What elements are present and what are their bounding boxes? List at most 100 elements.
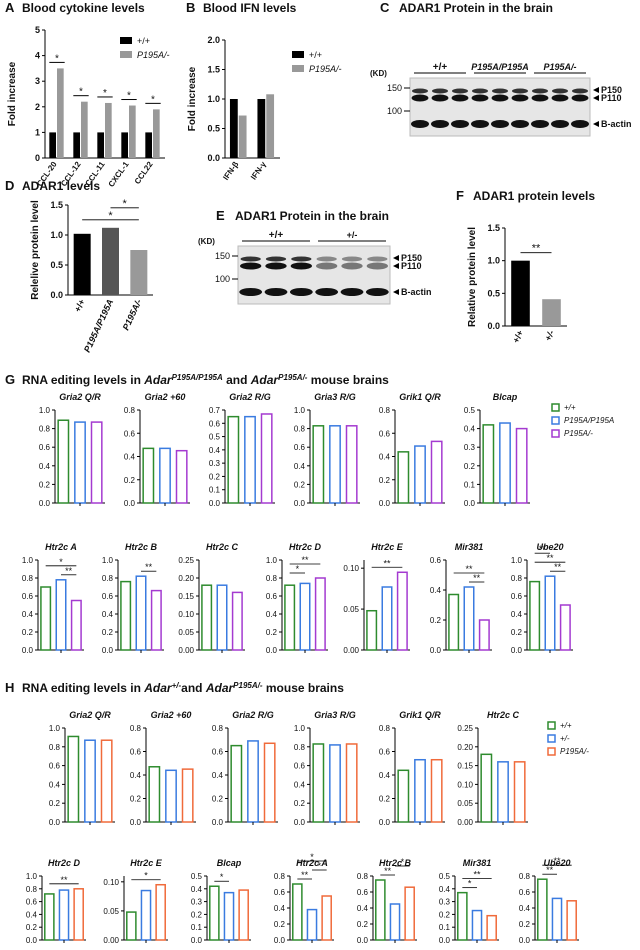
y-tick-label: 0.0: [274, 936, 286, 945]
band: [531, 94, 549, 102]
y-tick-label: 0.3: [191, 898, 203, 907]
band: [289, 288, 313, 296]
significance-label: **: [554, 562, 562, 572]
y-tick-label: 0.2: [294, 799, 306, 808]
y-tick-label: 0.4: [357, 904, 369, 913]
significance-label: *: [59, 557, 63, 567]
blot-membrane: [237, 245, 391, 305]
bar: [397, 451, 410, 504]
y-tick-label: 0.10: [343, 564, 359, 573]
y-tick-label: 0.0: [130, 818, 142, 827]
bar: [397, 769, 410, 823]
y-tick-label: 1.0: [294, 724, 306, 733]
band: [239, 288, 263, 296]
y-tick-label: 0.20: [178, 574, 194, 583]
y-tick-label: 0.4: [294, 780, 306, 789]
section-title-part: mouse brains: [307, 373, 389, 387]
bar: [67, 735, 80, 823]
y-tick-label: 0.8: [519, 872, 531, 881]
x-tick-label: +/-: [543, 329, 557, 343]
band: [431, 94, 449, 102]
y-tick-label: 0.4: [191, 885, 203, 894]
y-tick-label: 0.0: [430, 646, 442, 655]
band: [240, 256, 261, 262]
legend-swatch: [547, 721, 556, 730]
y-tick-label: 2.0: [207, 35, 220, 45]
significance-label: *: [144, 871, 148, 881]
y-tick-label: 1: [35, 127, 40, 137]
chart-title: Blood IFN levels: [203, 1, 297, 15]
bar: [165, 769, 177, 823]
y-tick-label: 0.8: [22, 574, 34, 583]
group-label: P195A/-: [543, 62, 576, 72]
significance-label: **: [301, 870, 309, 880]
significance-label: *: [151, 94, 155, 105]
legend-label: P195A/-: [137, 50, 170, 60]
band: [512, 88, 528, 94]
significance-label: **: [145, 562, 153, 572]
y-tick-label: 3: [35, 76, 40, 86]
y-tick-label: 0.6: [379, 429, 391, 438]
y-tick-label: 0.4: [266, 610, 278, 619]
y-tick-label: 0.6: [379, 748, 391, 757]
bar: [375, 879, 386, 941]
significance-label: *: [296, 564, 300, 574]
chart-title: Gria2 Q/R: [59, 392, 101, 402]
bar: [135, 575, 147, 651]
panel-label: C: [380, 0, 390, 15]
bar: [105, 102, 112, 158]
y-tick-label: 0.4: [379, 771, 391, 780]
y-tick-label: 0.5: [464, 406, 476, 415]
y-tick-label: 0.6: [39, 443, 51, 452]
blot-unit: (KD): [370, 69, 387, 78]
bar: [148, 766, 161, 823]
y-tick-label: 0.6: [22, 592, 34, 601]
y-tick-label: 0.4: [511, 610, 523, 619]
panel-label: D: [5, 178, 14, 193]
y-tick-label: 0.0: [357, 936, 369, 945]
band: [340, 288, 364, 296]
band: [316, 262, 338, 270]
bar: [430, 440, 443, 504]
y-tick-label: 0.0: [294, 818, 306, 827]
y-tick-label: 0.6: [357, 888, 369, 897]
bar: [559, 604, 571, 651]
y-tick-label: 0.8: [379, 406, 391, 415]
y-tick-label: 0.0: [464, 499, 476, 508]
chart-title: Htr2c D: [289, 542, 322, 552]
section-title-part: P195A/-: [278, 373, 308, 382]
y-tick-label: 0.0: [49, 818, 61, 827]
chart-title: Gria2 +60: [145, 392, 186, 402]
bar: [312, 743, 325, 823]
y-tick-label: 0.4: [430, 586, 442, 595]
y-tick-label: 0.6: [49, 762, 61, 771]
band: [265, 256, 287, 262]
y-tick-label: 0.2: [357, 920, 369, 929]
band-arrow: [393, 255, 399, 261]
y-tick-label: 0.0: [124, 499, 136, 508]
y-tick-label: 5: [35, 25, 40, 35]
significance-label: **: [546, 553, 554, 563]
y-tick-label: 0.8: [379, 724, 391, 733]
legend-label: +/+: [309, 50, 322, 60]
bar: [181, 768, 194, 823]
y-tick-label: 0.6: [294, 762, 306, 771]
band: [491, 120, 509, 128]
bar: [299, 582, 311, 651]
band: [341, 262, 363, 270]
significance-label: **: [546, 865, 554, 875]
significance-label: *: [401, 857, 405, 867]
band-arrow: [593, 95, 599, 101]
chart-title: Mir381: [455, 542, 484, 552]
significance-label: *: [468, 879, 472, 889]
y-tick-label: 0.0: [294, 499, 306, 508]
y-tick-label: 0.6: [430, 556, 442, 565]
band: [431, 120, 449, 128]
y-tick-label: 1.0: [102, 556, 114, 565]
bar: [389, 903, 401, 941]
y-tick-label: 0.6: [209, 419, 221, 428]
y-tick-label: 0.4: [519, 904, 531, 913]
significance-label: **: [539, 544, 547, 554]
y-tick-label: 0.5: [439, 872, 451, 881]
y-tick-label: 0.8: [130, 724, 142, 733]
